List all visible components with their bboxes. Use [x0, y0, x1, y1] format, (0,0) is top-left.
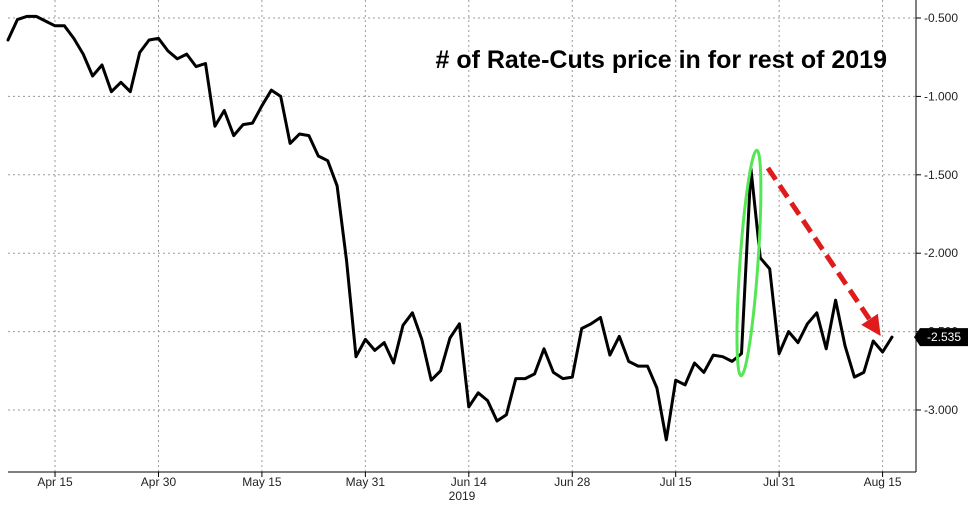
x-tick-label: Apr 30	[141, 475, 177, 489]
x-tick-label: Jul 31	[763, 475, 795, 489]
downtrend-arrow-shaft	[765, 166, 877, 328]
spike-highlight-ellipse	[735, 148, 763, 378]
last-value-badge-bg	[914, 328, 968, 347]
x-tick-label: May 15	[242, 475, 282, 489]
y-tick-label: -1.500	[924, 168, 958, 182]
series-layer	[6, 14, 894, 442]
x-tick-label: May 31	[346, 475, 386, 489]
downtrend-arrow-head	[861, 313, 881, 336]
x-tick-label: Jun 14	[451, 475, 487, 489]
y-tick-label: -2.000	[924, 246, 958, 260]
x-tick-label: Jul 15	[660, 475, 692, 489]
chart-title: # of Rate-Cuts price in for rest of 2019	[435, 46, 887, 74]
last-value-label: -2.535	[927, 330, 961, 344]
x-tick-label: Jun 28	[554, 475, 590, 489]
x-tick-label: Apr 15	[37, 475, 73, 489]
x-axis-ticks: Apr 15 Apr 30 May 15 May 31 Jun 14 Jun 28 Jul …	[37, 472, 902, 489]
y-tick-label: -0.500	[924, 11, 958, 25]
last-value-badge: -2.535	[914, 328, 968, 347]
x-axis-label: 2019	[449, 489, 476, 503]
x-tick-label: Aug 15	[864, 475, 902, 489]
gridlines	[8, 0, 916, 472]
plot-area	[8, 0, 916, 472]
y-tick-label: -3.000	[924, 403, 958, 417]
annotations	[735, 148, 881, 378]
y-axis-ticks: -0.500-1.000-1.500-2.000-2.500-3.000	[916, 11, 958, 417]
y-tick-label: -1.000	[924, 89, 958, 103]
